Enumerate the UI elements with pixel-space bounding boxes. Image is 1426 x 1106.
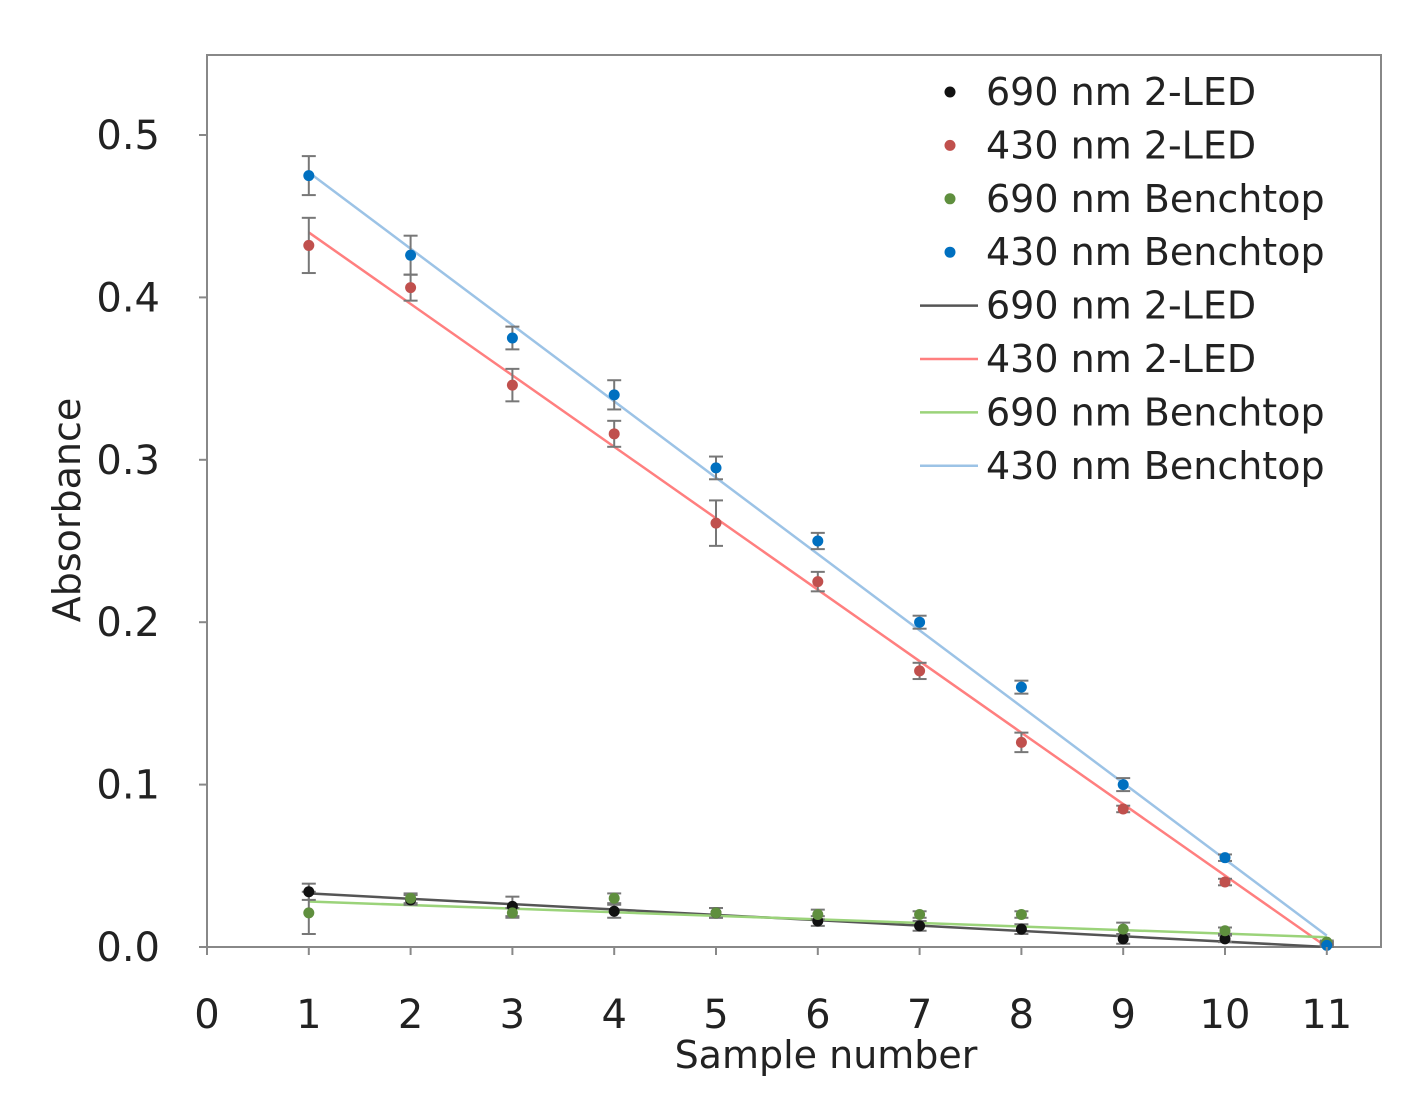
x-tick-label: 0 xyxy=(194,992,219,1038)
x-tick-label: 7 xyxy=(907,992,932,1038)
point-690-nm-2-led-9 xyxy=(1117,933,1129,945)
legend-marker xyxy=(944,193,956,205)
point-690-nm-2-led-1 xyxy=(303,886,315,898)
legend-entry-690-nm-2-led-points: 690 nm 2-LED xyxy=(944,70,1256,114)
legend-label: 430 nm 2-LED xyxy=(986,123,1256,167)
point-430-nm-benchtop-8 xyxy=(1015,681,1027,693)
y-tick-label: 0.2 xyxy=(96,600,160,646)
data-points xyxy=(303,170,1333,951)
x-tick-label: 11 xyxy=(1301,992,1352,1038)
y-tick-label: 0.3 xyxy=(96,438,160,484)
legend-entry-430-nm-benchtop-line: 430 nm Benchtop xyxy=(920,444,1325,488)
point-690-nm-benchtop-4 xyxy=(608,892,620,904)
legend-label: 430 nm 2-LED xyxy=(986,337,1256,381)
point-430-nm-2-led-1 xyxy=(303,239,315,251)
x-tick-label: 1 xyxy=(296,992,321,1038)
legend-marker xyxy=(944,86,956,98)
y-tick-label: 0.0 xyxy=(96,925,160,971)
legend-label: 690 nm 2-LED xyxy=(986,284,1256,328)
point-430-nm-2-led-4 xyxy=(608,428,620,440)
x-tick-label: 8 xyxy=(1009,992,1034,1038)
point-690-nm-2-led-8 xyxy=(1015,923,1027,935)
legend-entry-690-nm-benchtop-line: 690 nm Benchtop xyxy=(920,390,1325,434)
legend-marker xyxy=(944,139,956,151)
fit-line-430-nm-benchtop xyxy=(308,171,1328,937)
point-430-nm-2-led-10 xyxy=(1219,876,1231,888)
point-690-nm-benchtop-7 xyxy=(914,909,926,921)
legend-entry-430-nm-2-led-points: 430 nm 2-LED xyxy=(944,123,1256,167)
point-430-nm-benchtop-6 xyxy=(812,535,824,547)
point-690-nm-benchtop-9 xyxy=(1117,923,1129,935)
legend: 690 nm 2-LED 430 nm 2-LED 690 nm Benchtop 4… xyxy=(920,70,1325,488)
point-430-nm-2-led-7 xyxy=(914,665,926,677)
point-430-nm-benchtop-9 xyxy=(1117,779,1129,791)
point-430-nm-2-led-3 xyxy=(506,379,518,391)
x-tick-label: 4 xyxy=(601,992,626,1038)
y-tick-label: 0.4 xyxy=(96,275,160,321)
point-430-nm-benchtop-3 xyxy=(506,332,518,344)
point-430-nm-benchtop-1 xyxy=(303,170,315,182)
point-430-nm-benchtop-2 xyxy=(405,249,417,261)
point-430-nm-benchtop-7 xyxy=(914,616,926,628)
y-tick-label: 0.5 xyxy=(96,113,160,159)
plot-area-frame xyxy=(206,54,1382,948)
legend-label: 690 nm Benchtop xyxy=(986,390,1325,434)
point-690-nm-benchtop-10 xyxy=(1219,925,1231,937)
x-axis-title: Sample number xyxy=(675,1033,978,1077)
x-axis-ticks: 0 1 2 3 4 5 6 7 8 9 10 11 xyxy=(194,947,1352,1038)
y-axis-ticks: 0.0 0.1 0.2 0.3 0.4 0.5 xyxy=(96,113,207,971)
point-430-nm-2-led-6 xyxy=(812,576,824,588)
point-430-nm-benchtop-4 xyxy=(608,389,620,401)
x-tick-label: 9 xyxy=(1110,992,1135,1038)
point-690-nm-benchtop-2 xyxy=(405,892,417,904)
x-tick-label: 5 xyxy=(703,992,728,1038)
point-690-nm-benchtop-5 xyxy=(710,907,722,919)
point-690-nm-benchtop-6 xyxy=(812,909,824,921)
x-tick-label: 6 xyxy=(805,992,830,1038)
x-tick-label: 10 xyxy=(1200,992,1251,1038)
x-tick-label: 2 xyxy=(398,992,423,1038)
point-690-nm-2-led-7 xyxy=(914,920,926,932)
point-430-nm-benchtop-11 xyxy=(1321,939,1333,951)
legend-label: 430 nm Benchtop xyxy=(986,230,1325,274)
point-430-nm-benchtop-5 xyxy=(710,462,722,474)
point-690-nm-benchtop-1 xyxy=(303,907,315,919)
legend-label: 690 nm 2-LED xyxy=(986,70,1256,114)
legend-entry-430-nm-benchtop-points: 430 nm Benchtop xyxy=(944,230,1325,274)
point-430-nm-2-led-9 xyxy=(1117,803,1129,815)
point-430-nm-benchtop-10 xyxy=(1219,852,1231,864)
legend-entry-430-nm-2-led-line: 430 nm 2-LED xyxy=(920,337,1256,381)
point-430-nm-2-led-5 xyxy=(710,517,722,529)
y-tick-label: 0.1 xyxy=(96,763,160,809)
legend-label: 430 nm Benchtop xyxy=(986,444,1325,488)
legend-entry-690-nm-benchtop-points: 690 nm Benchtop xyxy=(944,177,1325,221)
legend-marker xyxy=(944,246,956,258)
legend-label: 690 nm Benchtop xyxy=(986,177,1325,221)
point-690-nm-benchtop-3 xyxy=(506,907,518,919)
point-690-nm-2-led-4 xyxy=(608,905,620,917)
y-axis-title: Absorbance xyxy=(45,398,89,623)
error-bars xyxy=(301,155,1334,948)
point-430-nm-2-led-8 xyxy=(1015,736,1027,748)
point-430-nm-2-led-2 xyxy=(405,282,417,294)
point-690-nm-benchtop-8 xyxy=(1015,909,1027,921)
x-tick-label: 3 xyxy=(500,992,525,1038)
legend-entry-690-nm-2-led-line: 690 nm 2-LED xyxy=(920,284,1256,328)
point-690-nm-2-led-10 xyxy=(1219,933,1231,945)
